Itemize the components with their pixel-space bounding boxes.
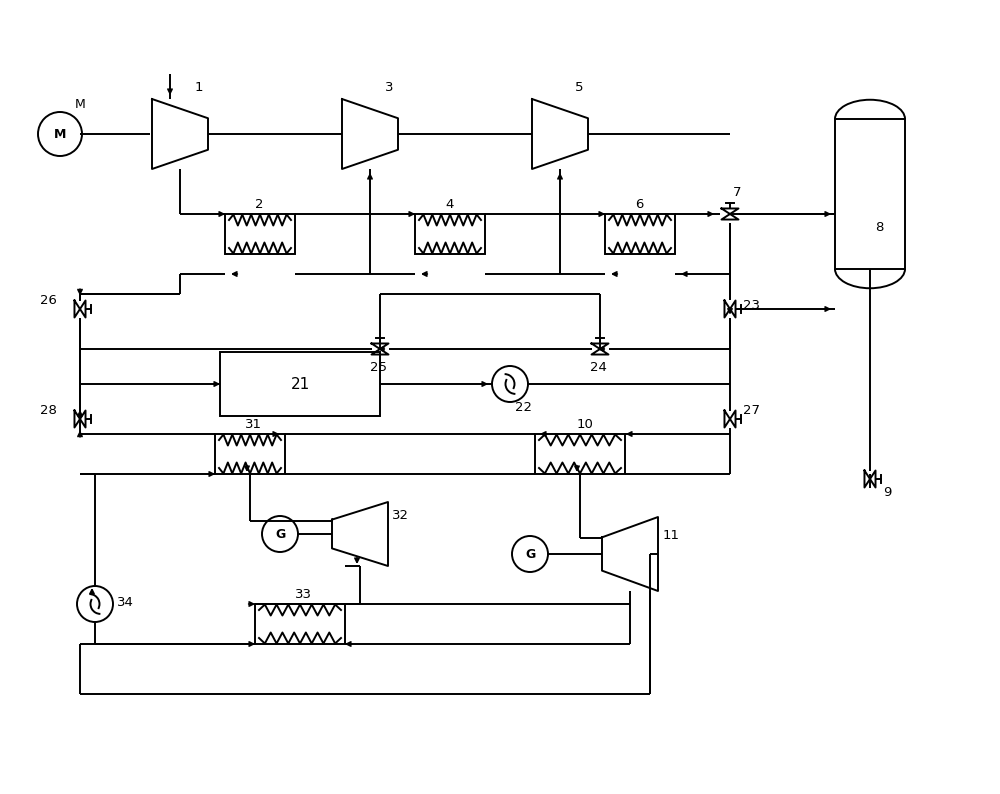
- Text: 1: 1: [195, 81, 204, 94]
- Text: 3: 3: [385, 81, 394, 94]
- Text: 9: 9: [883, 486, 891, 499]
- Text: 32: 32: [392, 509, 409, 522]
- Text: 22: 22: [515, 401, 532, 414]
- Text: M: M: [54, 128, 66, 141]
- Text: 28: 28: [40, 404, 57, 417]
- Text: 7: 7: [733, 186, 742, 199]
- Bar: [220, 352, 380, 416]
- Bar: [225, 214, 295, 254]
- Text: 33: 33: [295, 588, 312, 601]
- Text: 5: 5: [575, 81, 584, 94]
- Text: 31: 31: [245, 418, 262, 431]
- Text: 4: 4: [445, 198, 453, 211]
- Text: 8: 8: [875, 221, 883, 234]
- Text: G: G: [525, 548, 535, 561]
- Text: 27: 27: [743, 404, 760, 417]
- Text: 6: 6: [635, 198, 643, 211]
- Text: 2: 2: [255, 198, 264, 211]
- Bar: [215, 434, 285, 474]
- Bar: [255, 604, 345, 644]
- Bar: [605, 214, 675, 254]
- Text: G: G: [275, 527, 285, 541]
- Text: 24: 24: [590, 361, 607, 374]
- Bar: [535, 434, 625, 474]
- Text: 25: 25: [370, 361, 387, 374]
- Text: M: M: [75, 98, 86, 111]
- Text: 10: 10: [577, 418, 594, 431]
- Text: 23: 23: [743, 299, 760, 312]
- Text: 26: 26: [40, 294, 57, 307]
- Text: 11: 11: [663, 529, 680, 542]
- Text: 21: 21: [290, 376, 310, 391]
- Text: 34: 34: [117, 596, 134, 609]
- Bar: [415, 214, 485, 254]
- Bar: [835, 119, 905, 269]
